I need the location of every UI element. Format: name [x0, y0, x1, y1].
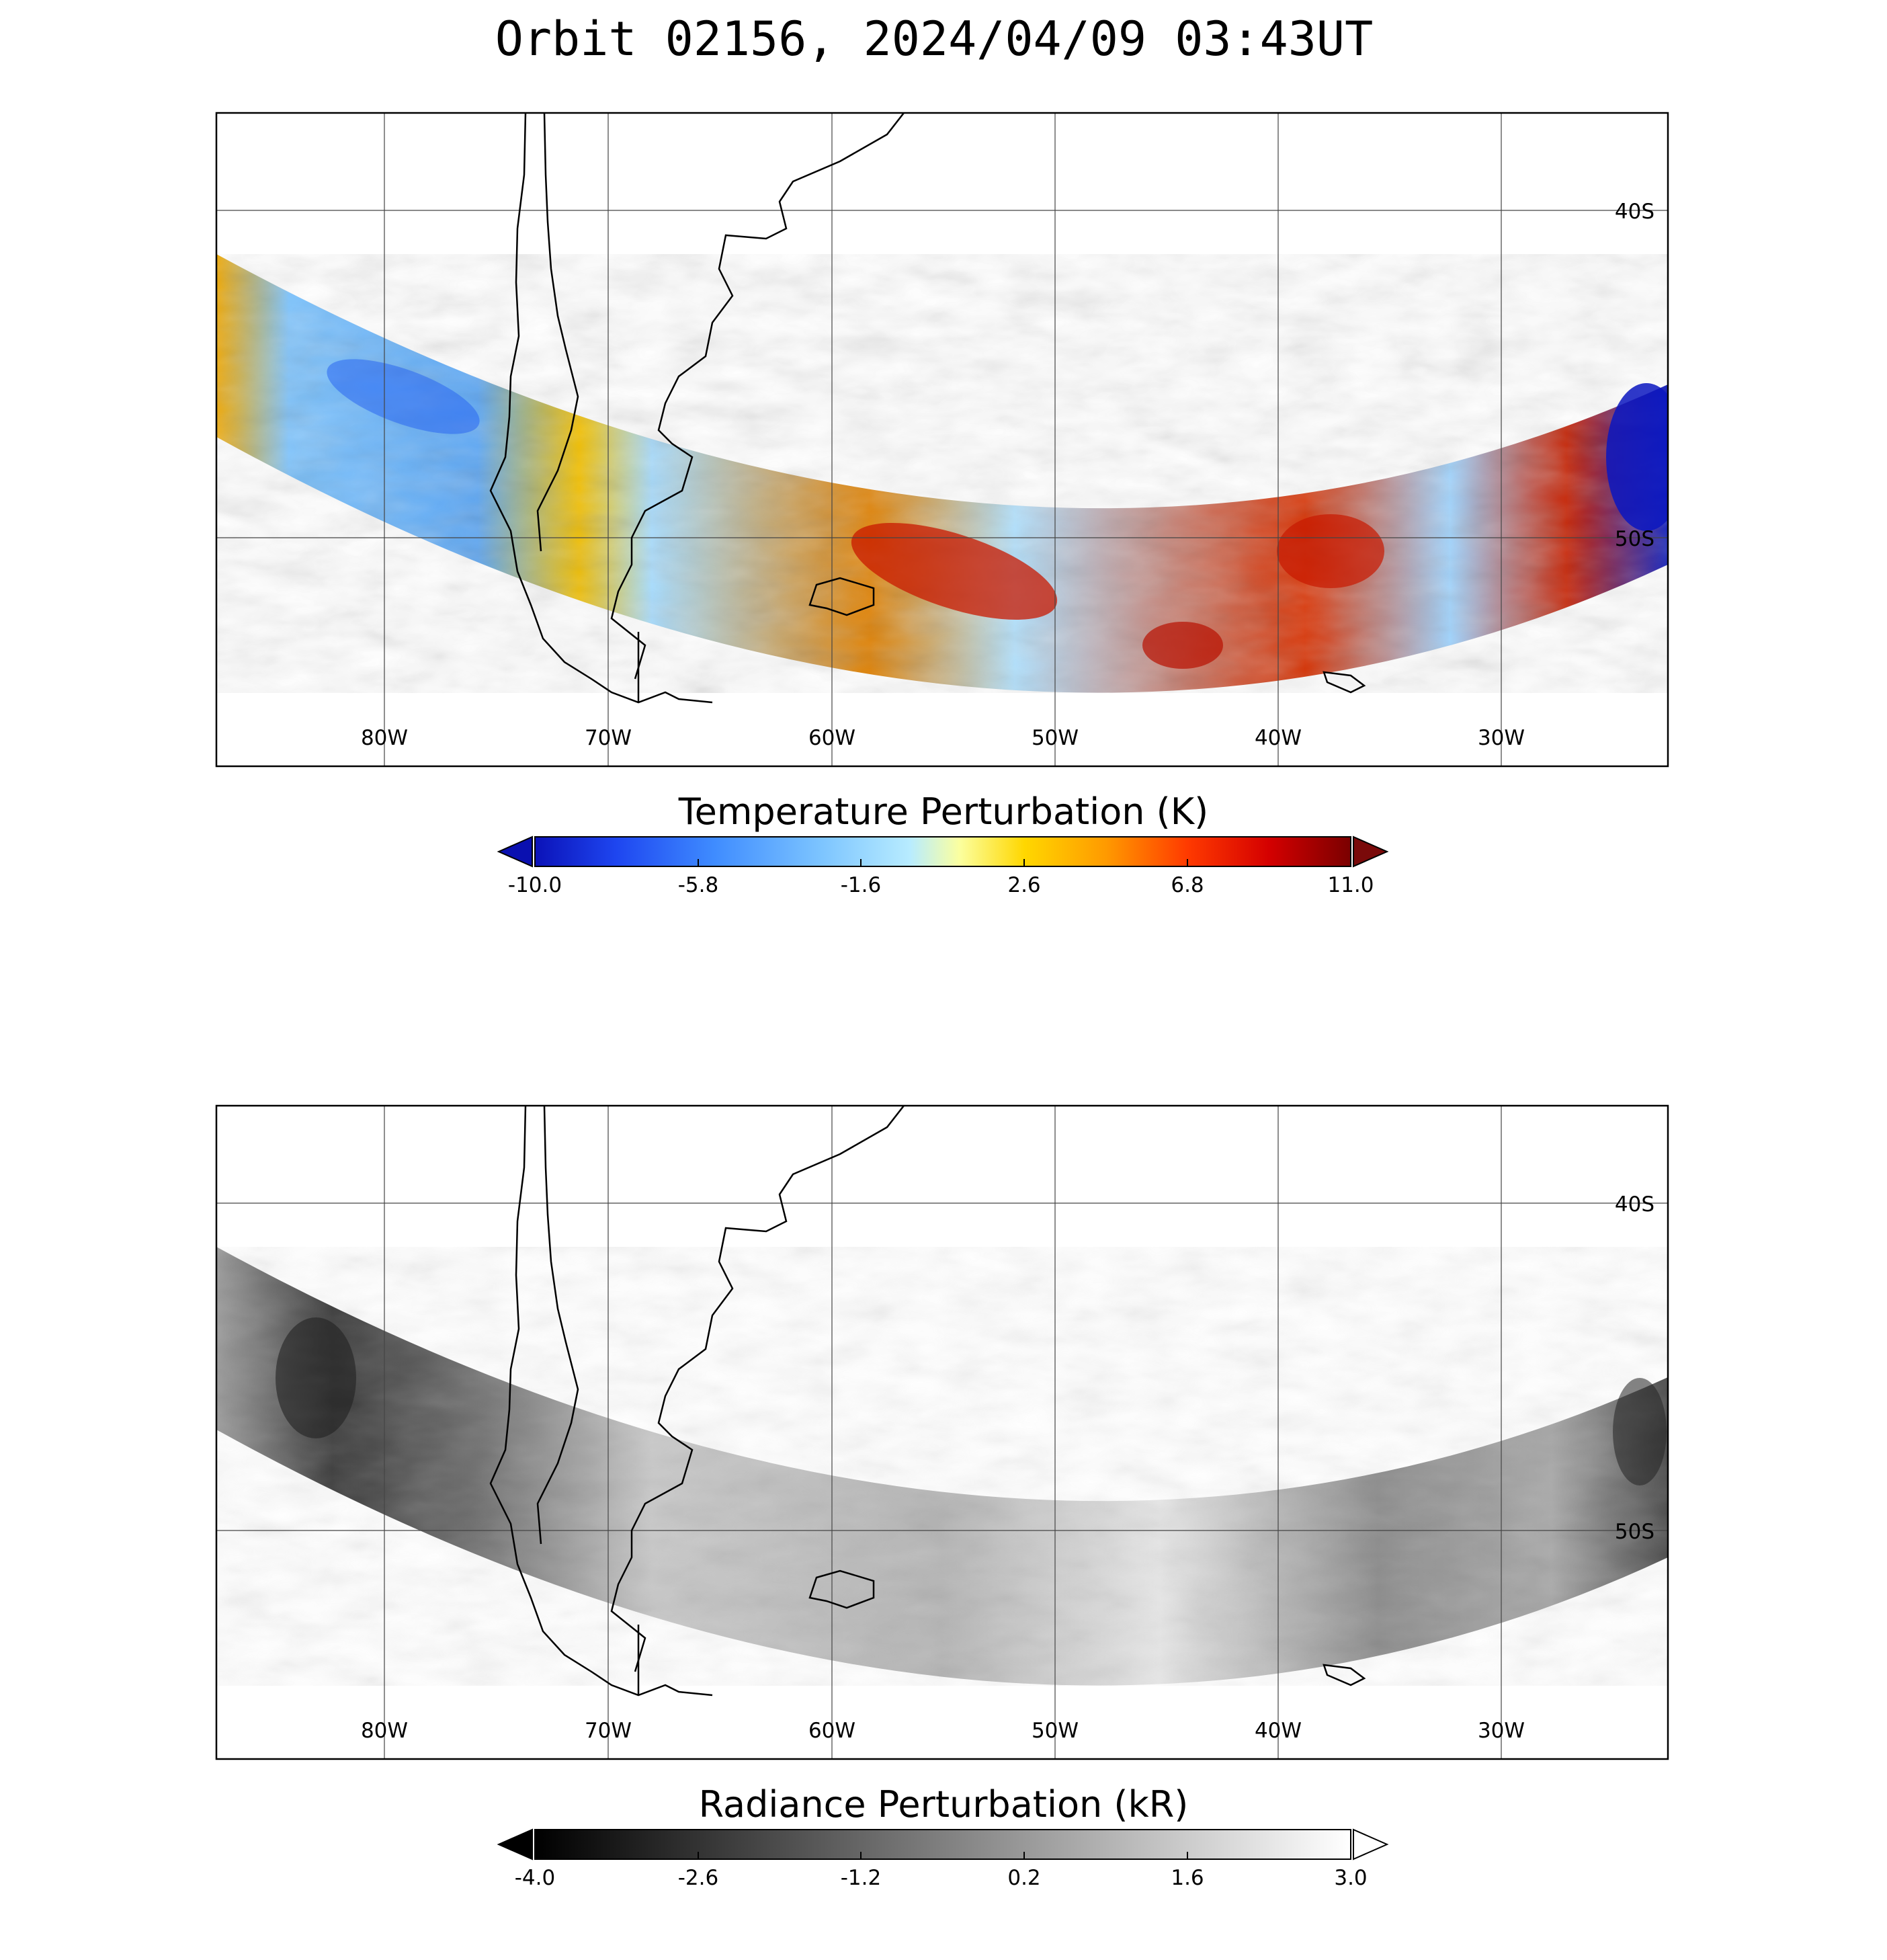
latitude-labels: 40S 50S: [1615, 1192, 1654, 1544]
lat-label: 40S: [1615, 1192, 1654, 1217]
colorbar-under-arrow: [497, 835, 533, 868]
colorbar-title: Radiance Perturbation (kR): [699, 1783, 1189, 1826]
lon-label: 50W: [1032, 726, 1079, 750]
map-frame: [215, 112, 1669, 768]
lon-label: 30W: [1478, 1719, 1525, 1743]
longitude-labels: 80W 70W 60W 50W 40W 30W: [361, 1719, 1525, 1743]
tick-label: 11.0: [1327, 873, 1374, 897]
lon-label: 80W: [361, 1719, 408, 1743]
lon-label: 70W: [585, 1719, 632, 1743]
colorbar-gradient: [534, 836, 1351, 867]
colorbar-over-arrow: [1353, 1828, 1389, 1861]
colorbar-tick-labels: -4.0 -2.6 -1.2 0.2 1.6 3.0: [515, 1866, 1368, 1890]
cold-anomaly: [327, 359, 480, 434]
map-frame: [215, 1104, 1669, 1760]
colorbar-gradient: [534, 1829, 1351, 1860]
dark-anomaly: [1613, 1378, 1667, 1485]
cold-anomaly: [1606, 383, 1668, 531]
colorbar-ticks: [534, 859, 1351, 866]
coastline: [489, 1106, 1366, 1697]
lat-label: 50S: [1615, 527, 1654, 551]
latitude-labels: 40S 50S: [1615, 200, 1654, 551]
colorbar-ticks: [534, 1852, 1351, 1859]
tick-label: 0.2: [1007, 1866, 1040, 1890]
lon-label: 40W: [1255, 726, 1302, 750]
graticule: [216, 1106, 1668, 1759]
figure-title: Orbit 02156, 2024/04/09 03:43UT: [495, 11, 1373, 67]
longitude-labels: 80W 70W 60W 50W 40W 30W: [361, 726, 1525, 750]
tick-label: -1.2: [841, 1866, 882, 1890]
colorbar-title: Temperature Perturbation (K): [678, 790, 1208, 833]
tick-label: -1.6: [841, 873, 882, 897]
warm-anomaly: [851, 523, 1058, 620]
warm-anomaly: [1142, 622, 1223, 669]
radiance-colorbar: Radiance Perturbation (kR) -4.0 -2.6 -1.…: [497, 1783, 1389, 1890]
lon-label: 60W: [808, 1719, 855, 1743]
tick-label: -2.6: [678, 1866, 719, 1890]
colorbar-under-arrow: [497, 1828, 533, 1861]
radiance-swath-texture: [216, 1247, 1668, 1686]
radiance-map-panel: 80W 70W 60W 50W 40W 30W 40S 50S: [215, 1104, 1669, 1760]
tick-label: 1.6: [1171, 1866, 1204, 1890]
lon-label: 50W: [1032, 1719, 1079, 1743]
lon-label: 40W: [1255, 1719, 1302, 1743]
lon-label: 30W: [1478, 726, 1525, 750]
colorbar-over-arrow: [1353, 835, 1389, 868]
lat-label: 40S: [1615, 200, 1654, 224]
graticule: [216, 113, 1668, 766]
tick-label: -4.0: [515, 1866, 556, 1890]
dark-anomaly: [276, 1317, 356, 1438]
lat-label: 50S: [1615, 1520, 1654, 1544]
tick-label: -5.8: [678, 873, 719, 897]
tick-label: -10.0: [508, 873, 562, 897]
temperature-map-panel: 80W 70W 60W 50W 40W 30W 40S 50S: [215, 112, 1669, 768]
temperature-colorbar: Temperature Perturbation (K) -10.0 -5.8 …: [497, 790, 1389, 897]
lon-label: 80W: [361, 726, 408, 750]
coastline: [489, 113, 1366, 704]
warm-anomaly: [1277, 514, 1384, 588]
lon-label: 70W: [585, 726, 632, 750]
lon-label: 60W: [808, 726, 855, 750]
tick-label: 2.6: [1007, 873, 1040, 897]
colorbar-tick-labels: -10.0 -5.8 -1.6 2.6 6.8 11.0: [508, 873, 1374, 897]
tick-label: 6.8: [1171, 873, 1204, 897]
tick-label: 3.0: [1334, 1866, 1367, 1890]
